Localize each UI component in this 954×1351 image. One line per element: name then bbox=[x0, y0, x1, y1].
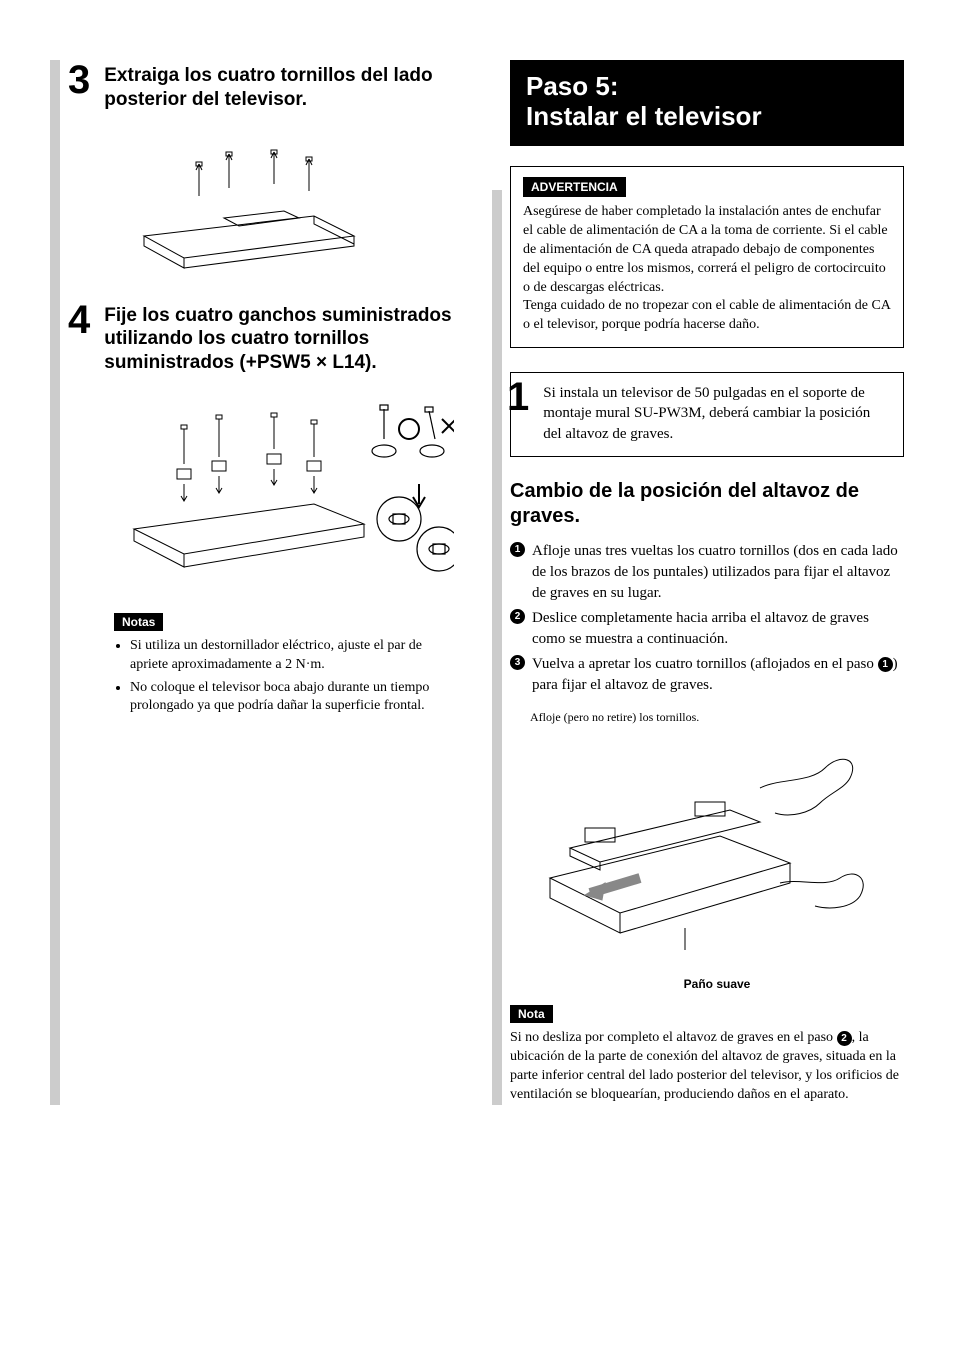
fig-caption-top: Afloje (pero no retire) los tornillos. bbox=[530, 710, 904, 724]
list-item: 2 Deslice completamente hacia arriba el … bbox=[532, 608, 904, 650]
page-content: 3 Extraiga los cuatro tornillos del lado… bbox=[50, 60, 904, 1105]
right-sidebar-accent bbox=[492, 190, 502, 1105]
list-item: Si utiliza un destornillador eléctrico, … bbox=[130, 637, 462, 675]
list-item: No coloque el televisor boca abajo duran… bbox=[130, 679, 462, 717]
list-item: 3 Vuelva a apretar los cuatro tornillos … bbox=[532, 654, 904, 696]
nota-block: Nota Si no desliza por completo el altav… bbox=[510, 1005, 904, 1105]
step-4-illustration bbox=[114, 389, 462, 589]
step-4-number: 4 bbox=[68, 300, 90, 340]
notas-block: Notas Si utiliza un destornillador eléct… bbox=[114, 613, 462, 717]
left-column: 3 Extraiga los cuatro tornillos del lado… bbox=[50, 60, 462, 1105]
notas-label: Notas bbox=[114, 613, 163, 631]
circled-3-icon: 3 bbox=[510, 655, 525, 670]
circled-2-inline-icon: 2 bbox=[837, 1031, 852, 1046]
nota-label: Nota bbox=[510, 1005, 553, 1023]
step-1-box: 1 Si instala un televisor de 50 pulgadas… bbox=[510, 372, 904, 457]
left-sidebar-accent bbox=[50, 60, 60, 1105]
nota-text: Si no desliza por completo el altavoz de… bbox=[510, 1029, 904, 1105]
notas-list: Si utiliza un destornillador eléctrico, … bbox=[114, 637, 462, 717]
step-4-row: 4 Fije los cuatro ganchos suministrados … bbox=[68, 300, 462, 375]
circled-1-icon: 1 bbox=[510, 542, 525, 557]
subwoofer-illustration: Afloje (pero no retire) los tornillos. bbox=[530, 710, 904, 991]
step-3-title: Extraiga los cuatro tornillos del lado p… bbox=[104, 60, 462, 112]
section-title: Paso 5: Instalar el televisor bbox=[510, 60, 904, 146]
advertencia-text: Asegúrese de haber completado la instala… bbox=[523, 203, 891, 335]
step-3-row: 3 Extraiga los cuatro tornillos del lado… bbox=[68, 60, 462, 112]
right-column: Paso 5: Instalar el televisor ADVERTENCI… bbox=[492, 60, 904, 1105]
list-item: 1 Afloje unas tres vueltas los cuatro to… bbox=[532, 541, 904, 604]
circled-1-inline-icon: 1 bbox=[878, 657, 893, 672]
advertencia-label: ADVERTENCIA bbox=[523, 177, 626, 197]
step-1-number: 1 bbox=[507, 373, 539, 417]
step-3-number: 3 bbox=[68, 60, 90, 100]
step-4-title: Fije los cuatro ganchos suministrados ut… bbox=[104, 300, 462, 375]
enum-list: 1 Afloje unas tres vueltas los cuatro to… bbox=[510, 541, 904, 696]
enum-3-text: Vuelva a apretar los cuatro tornillos (a… bbox=[532, 656, 898, 693]
step-1-text: Si instala un televisor de 50 pulgadas e… bbox=[539, 373, 903, 456]
warning-box: ADVERTENCIA Asegúrese de haber completad… bbox=[510, 166, 904, 348]
circled-2-icon: 2 bbox=[510, 609, 525, 624]
fig-caption-bottom: Paño suave bbox=[530, 977, 904, 991]
step-3-illustration bbox=[114, 126, 462, 276]
subheading: Cambio de la posición del altavoz de gra… bbox=[510, 479, 904, 529]
